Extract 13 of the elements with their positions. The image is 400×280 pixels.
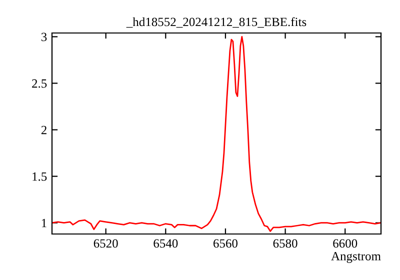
line-series bbox=[52, 36, 381, 232]
y-tick-label: 2 bbox=[41, 126, 46, 134]
y-tick-label: 1 bbox=[42, 218, 46, 228]
x-axis-title: Angstrom bbox=[331, 252, 381, 263]
chart-title: _hd18552_20241212_815_EBE.fits bbox=[126, 17, 306, 28]
x-tick-label: 6560 bbox=[214, 239, 238, 248]
x-tick-label: 6540 bbox=[154, 239, 178, 248]
y-tick-label: 1.5 bbox=[32, 172, 47, 181]
x-tick-label: 6520 bbox=[94, 239, 118, 248]
y-tick-label: 2.5 bbox=[32, 79, 47, 88]
x-tick-label: 6600 bbox=[333, 239, 358, 248]
x-tick-label: 6580 bbox=[273, 239, 298, 248]
y-tick-label: 3 bbox=[41, 32, 47, 42]
